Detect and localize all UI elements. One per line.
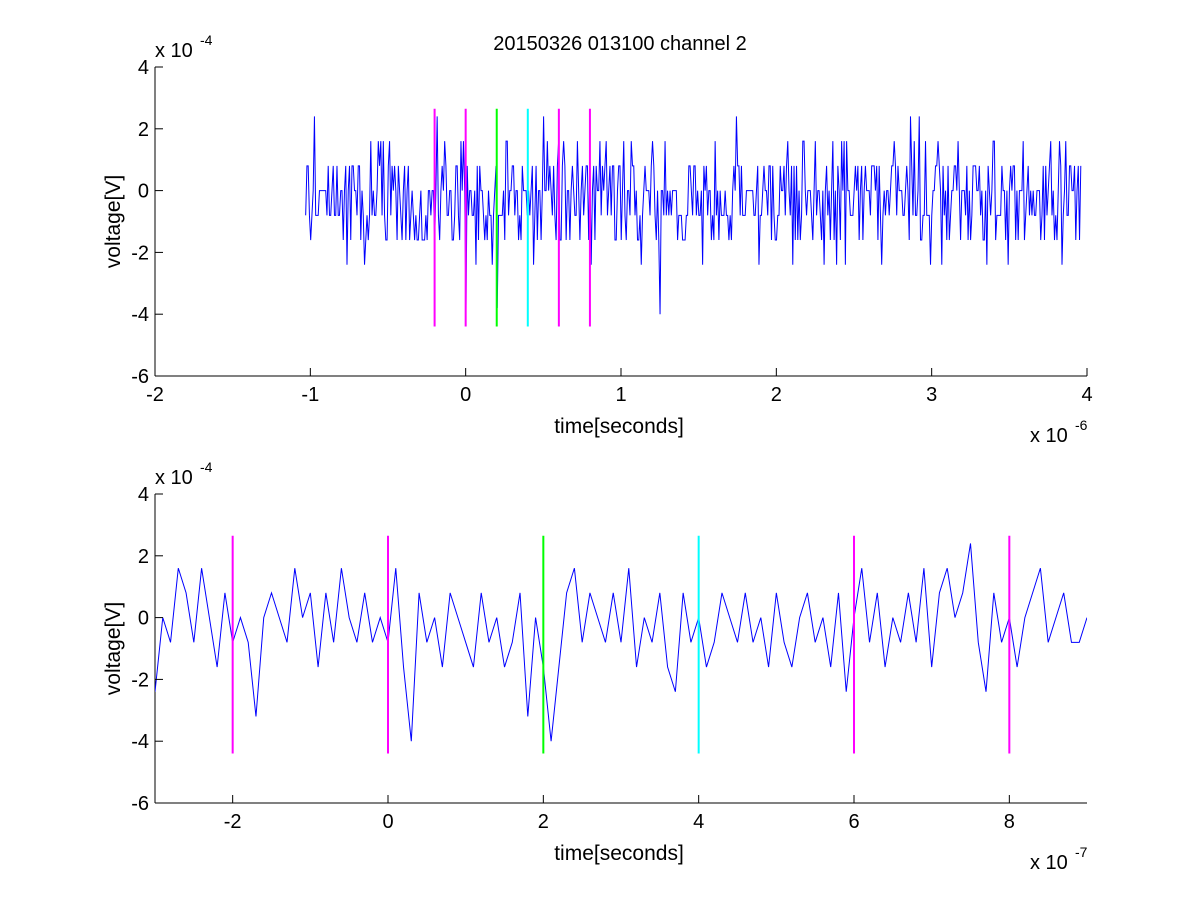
bottom-ytick-label-0: -6 (131, 793, 149, 815)
bottom-xlabel: time[seconds] (554, 842, 684, 865)
top-xtick-label-4: 2 (771, 384, 782, 406)
bottom-xtick-label-0: -2 (224, 811, 242, 833)
bottom-y-exponent: x 10 (155, 467, 193, 489)
top-ytick-label-1: -4 (131, 304, 149, 326)
bottom-axes-box (154, 494, 1087, 804)
top-xtick-label-1: -1 (301, 384, 319, 406)
bottom-voltage-trace (155, 543, 1087, 742)
top-xtick-label-2: 0 (460, 384, 471, 406)
top-xtick-label-5: 3 (926, 384, 937, 406)
bottom-x-exponent-power: -7 (1075, 844, 1088, 860)
top-y-exponent-power: -4 (200, 32, 213, 48)
bottom-ytick-label-1: -4 (131, 731, 149, 753)
bottom-x-exponent: x 10 (1030, 852, 1068, 874)
top-y-exponent: x 10 (155, 40, 193, 62)
top-voltage-trace (305, 116, 1082, 315)
bottom-ytick-label-5: 4 (138, 484, 149, 506)
top-x-exponent: x 10 (1030, 425, 1068, 447)
bottom-y-exponent-power: -4 (200, 459, 213, 475)
bottom-xtick-label-1: 0 (382, 811, 393, 833)
top-ylabel: voltage[V] (102, 175, 125, 268)
top-ytick-label-2: -2 (131, 242, 149, 264)
bottom-axes: -2 0 2 4 6 8 -6 -4 -2 0 2 4 time[seconds] voltage[V] x… (102, 459, 1088, 874)
bottom-xtick-label-4: 6 (848, 811, 859, 833)
top-axes: -2 -1 0 1 2 3 4 -6 -4 -2 0 2 4 time[seconds] voltage[V… (102, 32, 1093, 447)
top-xtick-label-6: 4 (1081, 384, 1092, 406)
bottom-xtick-label-3: 4 (693, 811, 704, 833)
top-xtick-label-3: 1 (615, 384, 626, 406)
figure-title: 20150326 013100 channel 2 (493, 33, 747, 55)
bottom-xtick-label-5: 8 (1004, 811, 1015, 833)
top-ytick-label-5: 4 (138, 57, 149, 79)
bottom-xtick-label-2: 2 (538, 811, 549, 833)
top-ytick-label-3: 0 (138, 181, 149, 203)
top-ytick-label-4: 2 (138, 119, 149, 141)
top-xtick-label-0: -2 (146, 384, 164, 406)
bottom-ytick-label-4: 2 (138, 546, 149, 568)
bottom-ylabel: voltage[V] (102, 602, 125, 695)
top-xlabel: time[seconds] (554, 415, 684, 438)
top-x-exponent-power: -6 (1075, 417, 1088, 433)
bottom-ytick-label-2: -2 (131, 669, 149, 691)
top-ytick-label-0: -6 (131, 366, 149, 388)
bottom-ytick-label-3: 0 (138, 608, 149, 630)
